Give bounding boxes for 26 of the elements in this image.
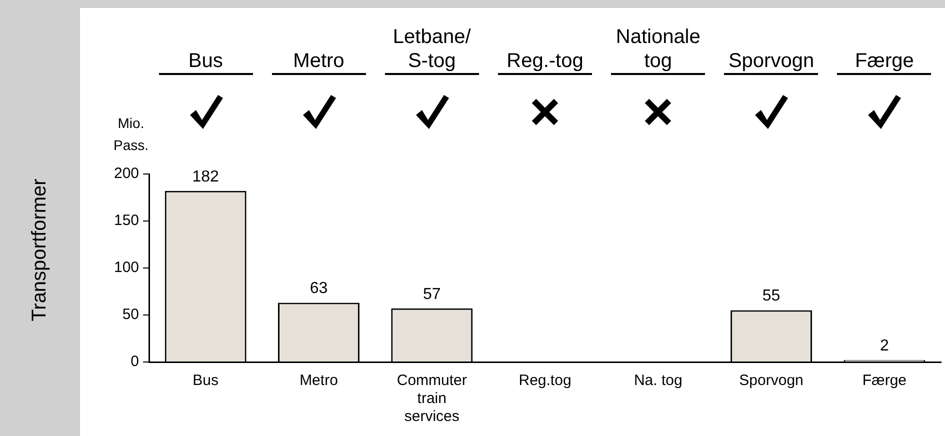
data-label: 57 [422,286,441,303]
y-tick-label: 0 [130,353,140,370]
data-label: 55 [762,288,780,305]
data-label: 63 [310,280,328,298]
y-tick-label: 100 [114,259,140,276]
y-tick-label: 50 [122,306,140,324]
text: Færge [837,49,932,75]
data-label: 182 [192,168,220,186]
y-tick-label: 200 [114,165,140,182]
text: Letbane/ S-tog [384,25,479,75]
x-tick-label: Na. tog [634,372,682,390]
x-tick-label: Færge [862,372,907,390]
text: Sporvogn [724,49,818,75]
data-label: 2 [880,338,889,355]
text: Transportformer [28,178,52,322]
text: Bus [158,49,253,75]
x-tick-label: Reg.tog [518,372,572,390]
x-tick-label: Metro [300,372,338,390]
text: Metro [272,49,366,75]
y-axis-title: Mio. Pass. [112,114,150,155]
x-tick-label: Commuter train services [396,372,467,426]
text: Nationale tog [611,25,706,75]
x-tick-label: Sporvogn [739,372,804,390]
x-tick-label: Bus [192,372,219,390]
y-tick-label: 150 [114,212,140,230]
text: Reg.-tog [498,49,592,75]
